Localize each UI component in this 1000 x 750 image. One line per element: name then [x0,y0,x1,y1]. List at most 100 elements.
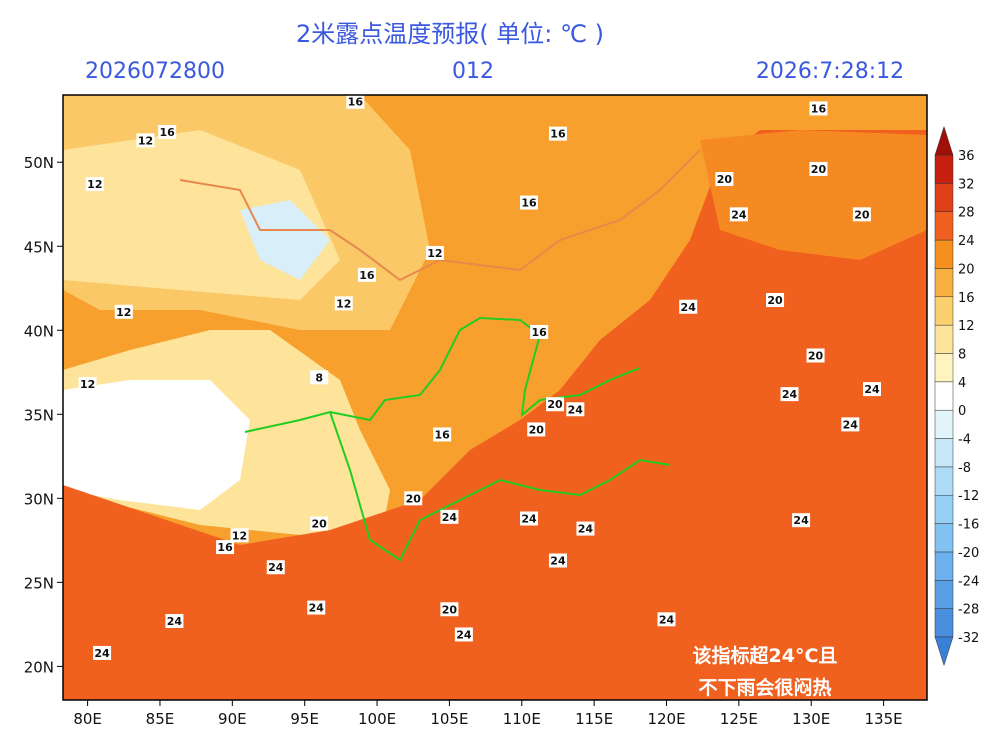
contour-label-bg [679,299,698,314]
annotation: 不下雨会很闷热 [698,676,831,699]
basin-cold [240,200,330,280]
plateau-white [63,380,250,510]
contour-label-bg [404,491,423,506]
x-tick-label: 90E [218,710,247,728]
contour-label: 16 [521,197,537,210]
colorbar-bin [934,494,954,524]
annotation: 该指标超24°C且 [693,644,838,667]
contour-label-bg [809,101,828,116]
contour-label: 24 [442,511,458,524]
x-tick-label: 125E [720,710,758,728]
contour-label: 24 [731,208,747,221]
region-24-28 [63,130,927,700]
contour-label: 16 [348,96,364,109]
contour-label-bg [440,602,459,617]
contour-label: 12 [116,306,131,319]
colorbar-bin [934,353,954,383]
contour-label: 20 [406,492,422,505]
y-tick-label: 20N [24,658,54,676]
contour-label: 16 [160,126,176,139]
contour-label-bg [230,528,249,543]
contour-label: 20 [767,294,783,307]
contour-label-bg [548,126,567,141]
colorbar-bin [934,268,954,298]
contour-label-bg [792,513,811,528]
contour-label: 8 [315,371,323,384]
contour-label: 24 [568,403,584,416]
map-frame [62,94,928,701]
colorbar-label: 24 [958,234,975,249]
colorbar-label: -8 [958,461,971,476]
colorbar-label: 16 [958,291,975,306]
contour-label: 24 [521,513,537,526]
contour-label: 24 [793,514,809,527]
contour-label-bg [841,417,860,432]
colorbar-label: 28 [958,206,975,221]
northeast-20-24 [700,130,927,260]
contour-label: 24 [550,555,566,568]
valid-time: 2026:7:28:12 [756,59,904,84]
contour-label: 12 [232,529,247,542]
contour-label-bg [310,370,329,385]
colorbar-bin [934,551,954,581]
colorbar-label: -20 [958,546,979,561]
contour-label: 24 [167,615,183,628]
contour-label: 16 [811,102,827,115]
contour-label-bg [78,377,97,392]
contour-label: 24 [578,523,594,536]
colorbar-label: 0 [958,404,966,419]
contour-label-bg [520,195,539,210]
colorbar-bin [934,438,954,468]
colorbar-low [934,636,954,667]
colorbar-label: -28 [958,603,979,618]
colorbar-bin [934,466,954,496]
contour-label: 16 [550,128,566,141]
contour-label: 20 [854,208,870,221]
colorbar-bin [934,324,954,354]
colorbar-label: 32 [958,177,975,192]
contour-label-bg [520,511,539,526]
colorbar-label: 36 [958,149,975,164]
contour-label-bg [334,296,353,311]
colorbar-bin [934,239,954,269]
contour-label-bg [440,509,459,524]
contour-label: 12 [80,378,95,391]
contour-label-bg [165,614,184,629]
x-tick-label: 95E [290,710,319,728]
contour-label: 20 [808,349,824,362]
run-time: 2026072800 [85,59,225,84]
contour-label-bg [433,427,452,442]
colorbar-bin [934,381,954,411]
contour-label: 16 [359,269,375,282]
x-tick-label: 120E [647,710,685,728]
contour-label-bg [566,402,585,417]
y-tick-label: 30N [24,490,54,508]
x-tick-label: 110E [503,710,541,728]
contour-label: 24 [94,647,110,660]
contour-label-bg [357,267,376,282]
x-tick-label: 80E [73,710,102,728]
colorbar-bin [934,154,954,184]
contour-label-bg [576,521,595,536]
contour-label: 24 [268,561,284,574]
contour-label: 24 [843,418,859,431]
contour-label-bg [766,293,785,308]
colorbar-bin [934,580,954,609]
colorbar-label: 4 [958,376,966,391]
contour-label: 12 [427,247,442,260]
contour-label-bg [729,207,748,222]
colorbar-bin [934,211,954,241]
contour-label-bg [266,560,285,575]
contour-label-bg [780,387,799,402]
x-tick-label: 100E [358,710,396,728]
colorbar-bin [934,608,954,638]
colorbar-bin [934,296,954,326]
colorbar-bin [934,409,954,439]
contour-label-bg [548,553,567,568]
contour-label-bg [806,348,825,363]
contour-label-bg [93,645,112,660]
contour-label: 24 [659,613,675,626]
